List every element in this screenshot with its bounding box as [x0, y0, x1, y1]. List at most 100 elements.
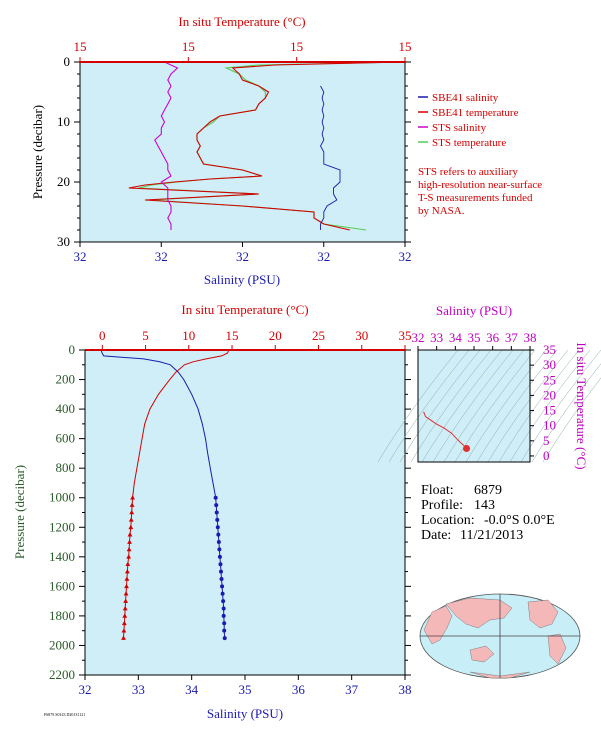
- bottom-panel: 0 5 10 15 20 25 30 35 32 33 34 35 36 37 38 0 200 400 600…: [12, 302, 412, 721]
- note-line-2: high-resolution near-surface: [418, 179, 542, 191]
- top-series-sts-salinity: [154, 61, 179, 230]
- location-value: -0.0°S 0.0°E: [484, 513, 555, 528]
- location-label: Location:: [421, 513, 475, 528]
- salinity-point: [219, 569, 223, 574]
- ts-isopycnal-line: [476, 349, 558, 463]
- salinity-point: [219, 576, 224, 581]
- ts-salinity-axis-label: Salinity (PSU): [436, 303, 512, 318]
- top-sal-tick-label: 32: [399, 249, 412, 264]
- ts-isopycnal-line: [421, 349, 503, 463]
- salinity-point: [218, 562, 223, 567]
- bottom-temperature-ticks: 0 5 10 15 20 25 30 35: [99, 328, 412, 350]
- temperature-point: [122, 613, 128, 618]
- map-land-south-america: [547, 633, 567, 665]
- bottom-temp-tick-label: 10: [182, 328, 195, 343]
- bottom-salinity-axis-label: Salinity (PSU): [207, 706, 283, 721]
- bottom-temp-tick-label: 0: [99, 328, 106, 343]
- salinity-point: [216, 540, 221, 545]
- salinity-point: [213, 495, 218, 500]
- bottom-pressure-tick-label: 600: [56, 431, 76, 446]
- ts-temp-tick-label: 35: [543, 342, 556, 357]
- temperature-point: [124, 568, 130, 574]
- footer-text: F6879 S0143 D20131121: [44, 712, 85, 717]
- ts-isopycnal-line: [542, 377, 601, 463]
- ts-curve: [423, 411, 467, 449]
- top-temperature-ticks: 15 15 15 15: [74, 39, 412, 62]
- top-series-sbe41-salinity: [319, 85, 341, 230]
- ts-isopycnal-line: [388, 349, 470, 463]
- bottom-temp-tick-label: 30: [355, 328, 368, 343]
- ts-sal-tick-label: 36: [486, 330, 500, 345]
- ts-sal-tick-label: 34: [449, 330, 463, 345]
- top-pressure-ticks: 0 10 20 30: [57, 54, 411, 249]
- map-land-north-america: [527, 599, 559, 629]
- temperature-point: [121, 635, 126, 640]
- profile-value: 143: [474, 498, 495, 513]
- top-pressure-axis-label: Pressure (decibar): [30, 105, 45, 199]
- top-temp-tick-label: 15: [290, 39, 303, 54]
- bottom-pressure-tick-label: 1600: [49, 578, 75, 593]
- ts-isopycnal-line: [399, 349, 481, 463]
- top-pressure-tick-label: 30: [57, 234, 70, 249]
- bottom-salinity-ticks: 32 33 34 35 36 37 38: [79, 675, 412, 697]
- bottom-pressure-axis-label: Pressure (decibar): [12, 465, 27, 559]
- top-series-group: [128, 61, 402, 231]
- bottom-pressure-tick-label: 1200: [49, 519, 75, 534]
- ts-sal-tick-label: 33: [430, 330, 443, 345]
- ts-temp-tick-label: 25: [543, 372, 556, 387]
- top-series-sbe41-temperature: [128, 61, 402, 231]
- ts-isopycnals: [377, 349, 601, 463]
- ts-temperature-axis-label: In situ Temperature (°C): [574, 342, 589, 469]
- date-label: Date:: [421, 528, 451, 543]
- legend-label-sbe41-temperature: SBE41 temperature: [432, 107, 519, 119]
- profile-label: Profile:: [421, 498, 463, 513]
- salinity-point: [221, 613, 226, 618]
- salinity-point: [220, 584, 225, 589]
- salinity-point: [214, 503, 219, 508]
- bottom-pressure-tick-label: 2000: [49, 637, 75, 652]
- float-value: 6879: [474, 483, 502, 498]
- temperature-point: [129, 509, 135, 515]
- salinity-point: [216, 532, 221, 537]
- top-temperature-axis-label: In situ Temperature (°C): [178, 14, 305, 29]
- bottom-series-group: [100, 349, 230, 641]
- top-temp-tick-label: 15: [74, 39, 87, 54]
- note-line-3: T-S measurements funded: [418, 192, 533, 204]
- ts-isopycnal-line: [531, 363, 601, 463]
- ts-series-group: [423, 411, 471, 453]
- top-pressure-tick-label: 20: [57, 174, 70, 189]
- legend-label-sbe41-salinity: SBE41 salinity: [432, 92, 499, 104]
- top-salinity-axis-label: Salinity (PSU): [204, 272, 280, 287]
- ts-sal-tick-label: 38: [524, 330, 537, 345]
- temperature-point: [127, 532, 133, 537]
- bottom-pressure-tick-label: 1000: [49, 490, 75, 505]
- temperature-point: [121, 628, 127, 633]
- ts-isopycnal-line: [377, 349, 459, 463]
- bottom-temp-tick-label: 20: [269, 328, 282, 343]
- temperature-point: [130, 495, 135, 500]
- temperature-point: [128, 524, 134, 530]
- salinity-point: [221, 606, 226, 611]
- salinity-point: [222, 636, 227, 641]
- salinity-point: [222, 628, 227, 633]
- bottom-pressure-tick-label: 1800: [49, 608, 75, 623]
- ts-isopycnal-line: [520, 349, 601, 463]
- ts-temp-tick-label: 0: [543, 448, 550, 463]
- ts-isopycnal-line: [487, 349, 569, 463]
- bottom-pressure-tick-label: 2200: [49, 667, 75, 682]
- top-sal-tick-label: 32: [236, 249, 249, 264]
- salinity-point: [215, 525, 220, 530]
- ts-temp-tick-label: 10: [543, 418, 556, 433]
- bottom-pressure-tick-label: 200: [56, 372, 76, 387]
- top-temp-tick-label: 15: [399, 39, 412, 54]
- temperature-point: [125, 561, 131, 567]
- temperature-point: [122, 605, 128, 611]
- salinity-point: [221, 599, 226, 604]
- temperature-point: [123, 591, 129, 596]
- salinity-point: [214, 510, 219, 515]
- temperature-point: [124, 583, 129, 589]
- map-land-europe-africa: [423, 605, 453, 645]
- bottom-sal-tick-label: 34: [185, 682, 199, 697]
